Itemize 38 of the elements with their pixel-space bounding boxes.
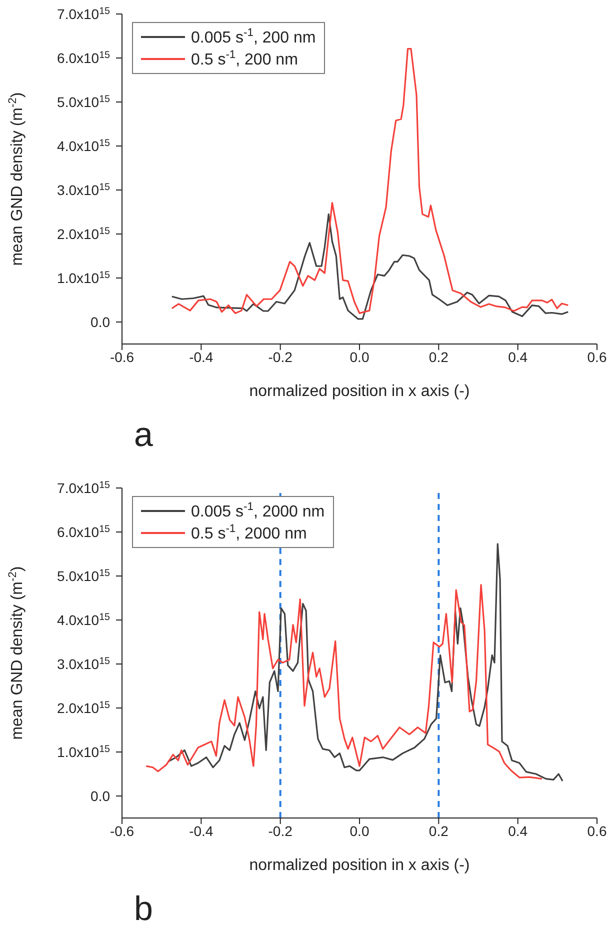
legend-label: 0.5 s$^{-1}$, 200 nm bbox=[191, 48, 298, 68]
y-tick-label: 1.0x10$^{15}$ bbox=[57, 744, 111, 760]
x-tick-label: -0.2 bbox=[268, 822, 293, 839]
x-tick-label: 0.4 bbox=[508, 348, 528, 365]
legend-label: 0.005 s$^{-1}$, 2000 nm bbox=[191, 500, 325, 520]
y-tick-label: 6.0x10$^{15}$ bbox=[57, 524, 111, 540]
y-tick-label: 5.0x10$^{15}$ bbox=[57, 94, 111, 110]
y-tick-label: 0.0 bbox=[90, 314, 110, 330]
y-tick-label: 3.0x10$^{15}$ bbox=[57, 182, 111, 198]
legend-label: 0.005 s$^{-1}$, 200 nm bbox=[191, 26, 316, 46]
x-tick-label: 0.2 bbox=[428, 822, 449, 839]
x-tick-label: 0.2 bbox=[428, 348, 449, 365]
y-tick-label: 5.0x10$^{15}$ bbox=[57, 568, 111, 584]
y-tick-label: 2.0x10$^{15}$ bbox=[57, 226, 111, 242]
y-tick-label: 6.0x10$^{15}$ bbox=[57, 50, 111, 66]
x-tick-label: 0.4 bbox=[508, 822, 528, 839]
x-tick-label: 0.6 bbox=[587, 348, 607, 365]
y-tick-label: 7.0x10$^{15}$ bbox=[57, 6, 111, 22]
x-tick-label: 0.6 bbox=[587, 822, 607, 839]
y-tick-label: 3.0x10$^{15}$ bbox=[57, 656, 111, 672]
x-tick-label: -0.6 bbox=[110, 348, 134, 365]
x-axis-title: normalized position in x axis (-) bbox=[249, 857, 470, 874]
y-tick-label: 4.0x10$^{15}$ bbox=[57, 612, 111, 628]
x-tick-label: 0.0 bbox=[350, 348, 370, 365]
x-tick-label: -0.4 bbox=[189, 348, 214, 365]
x-tick-label: -0.4 bbox=[189, 822, 214, 839]
text: b bbox=[134, 890, 153, 928]
x-tick-label: -0.6 bbox=[110, 822, 134, 839]
legend-label: 0.5 s$^{-1}$, 2000 nm bbox=[191, 522, 307, 542]
text: a bbox=[134, 416, 153, 454]
x-tick-label: 0.0 bbox=[350, 822, 370, 839]
x-axis-title: normalized position in x axis (-) bbox=[249, 383, 470, 400]
y-tick-label: 7.0x10$^{15}$ bbox=[57, 480, 111, 496]
y-tick-label: 2.0x10$^{15}$ bbox=[57, 700, 111, 716]
x-tick-label: -0.2 bbox=[268, 348, 293, 365]
y-tick-label: 1.0x10$^{15}$ bbox=[57, 270, 111, 286]
y-tick-label: 0.0 bbox=[90, 788, 110, 804]
y-tick-label: 4.0x10$^{15}$ bbox=[57, 138, 111, 154]
